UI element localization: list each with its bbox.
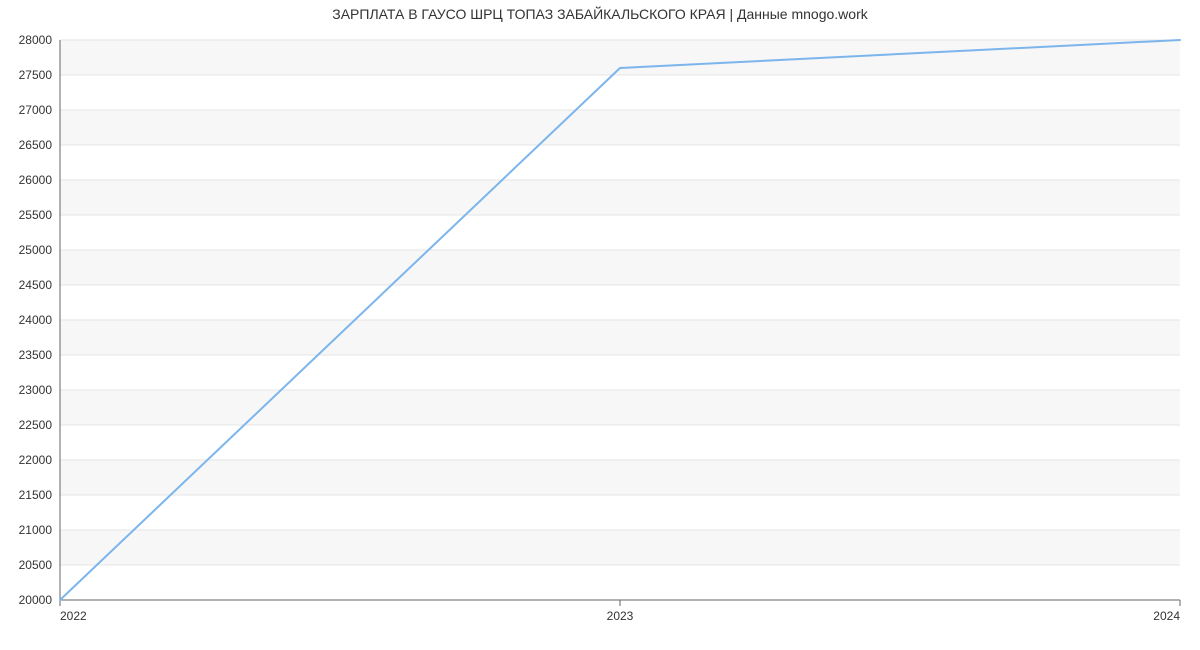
- grid-band: [60, 110, 1180, 145]
- y-tick-label: 25000: [19, 243, 53, 257]
- y-tick-label: 22000: [19, 453, 53, 467]
- y-tick-label: 27000: [19, 103, 53, 117]
- y-tick-label: 25500: [19, 208, 53, 222]
- y-tick-label: 24500: [19, 278, 53, 292]
- chart-title: ЗАРПЛАТА В ГАУСО ШРЦ ТОПАЗ ЗАБАЙКАЛЬСКОГ…: [0, 6, 1200, 22]
- y-tick-label: 26500: [19, 138, 53, 152]
- grid-band: [60, 460, 1180, 495]
- grid-band: [60, 250, 1180, 285]
- y-tick-label: 23500: [19, 348, 53, 362]
- y-tick-label: 21000: [19, 523, 53, 537]
- y-tick-label: 23000: [19, 383, 53, 397]
- y-tick-label: 20500: [19, 558, 53, 572]
- x-tick-label: 2023: [607, 609, 634, 623]
- y-tick-label: 28000: [19, 33, 53, 47]
- y-tick-label: 20000: [19, 593, 53, 607]
- grid-band: [60, 530, 1180, 565]
- salary-line-chart: ЗАРПЛАТА В ГАУСО ШРЦ ТОПАЗ ЗАБАЙКАЛЬСКОГ…: [0, 0, 1200, 650]
- y-tick-label: 24000: [19, 313, 53, 327]
- y-tick-label: 26000: [19, 173, 53, 187]
- grid-band: [60, 390, 1180, 425]
- x-tick-label: 2022: [60, 609, 87, 623]
- y-tick-label: 21500: [19, 488, 53, 502]
- y-tick-label: 27500: [19, 68, 53, 82]
- grid-band: [60, 320, 1180, 355]
- grid-band: [60, 180, 1180, 215]
- y-tick-label: 22500: [19, 418, 53, 432]
- x-tick-label: 2024: [1153, 609, 1180, 623]
- grid-band: [60, 40, 1180, 75]
- chart-svg: 20000 20500 21000 21500 22000 22500 23000 23500…: [0, 0, 1200, 650]
